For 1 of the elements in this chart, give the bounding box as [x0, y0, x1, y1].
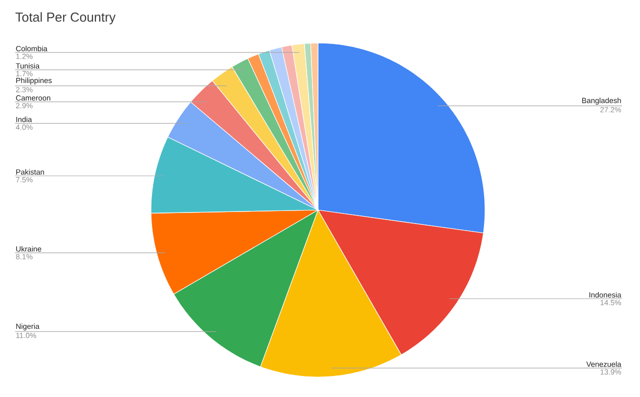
chart-title: Total Per Country: [15, 12, 116, 24]
